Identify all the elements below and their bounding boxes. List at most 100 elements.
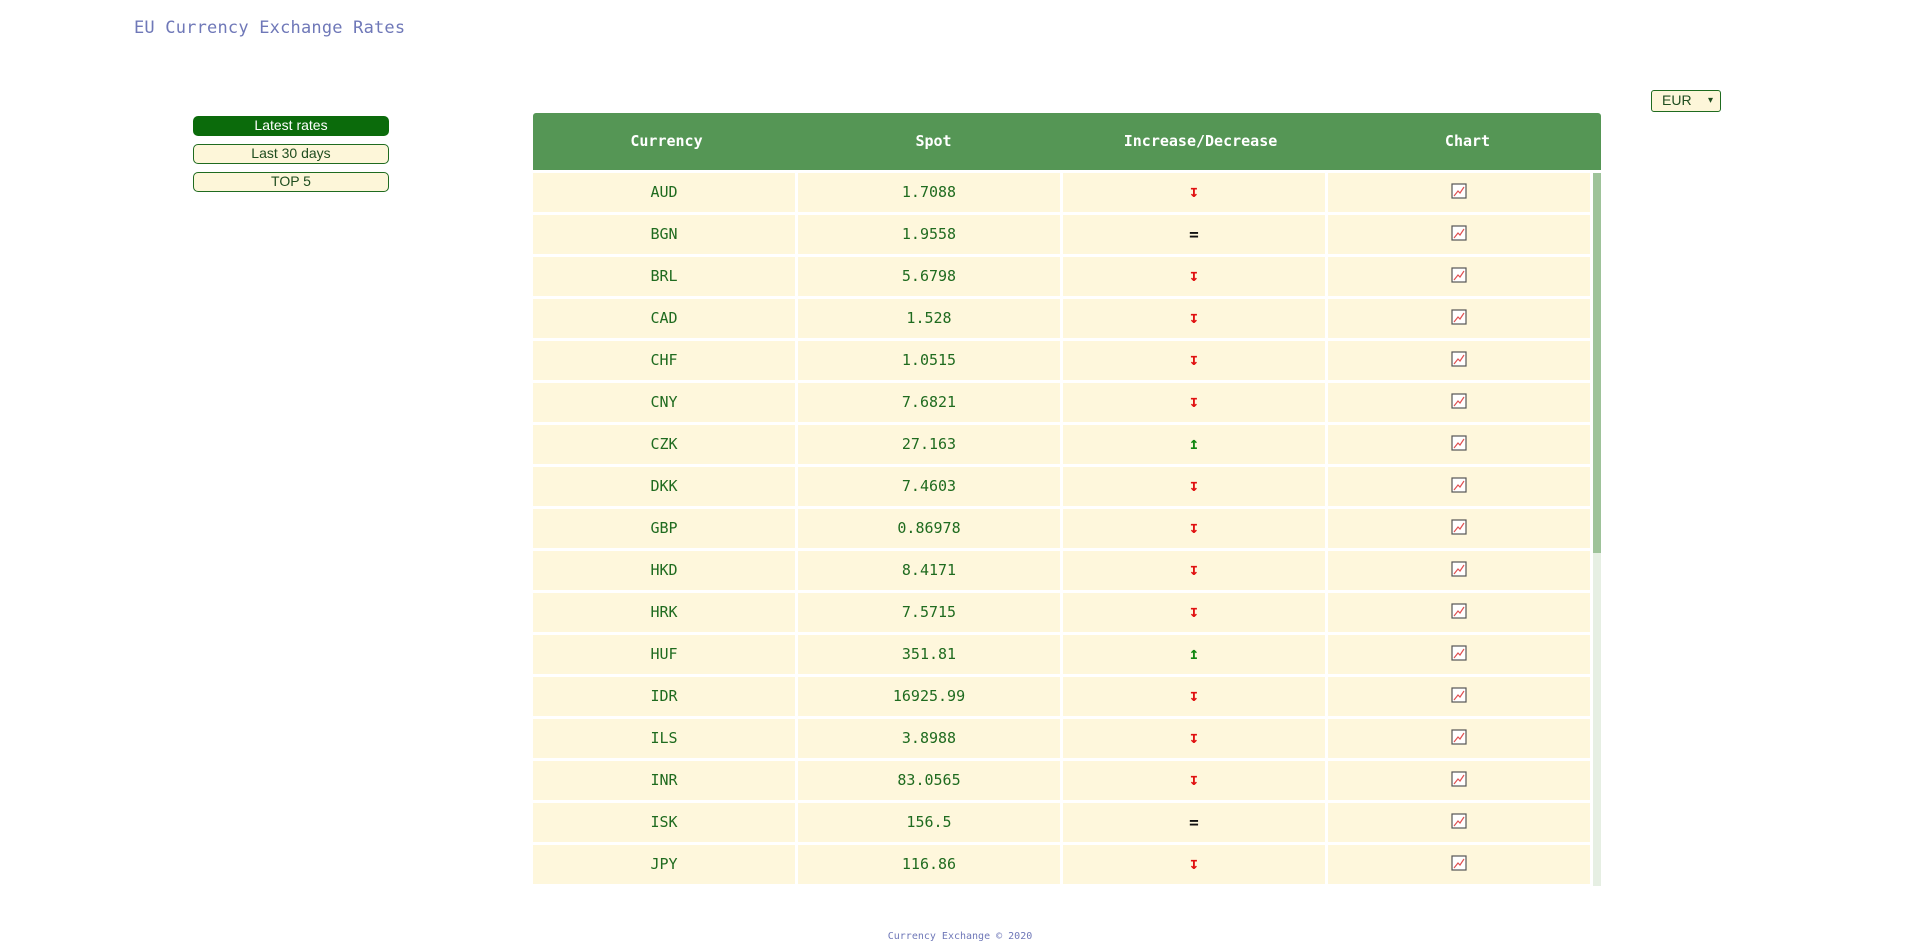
- nav-latest-rates-button[interactable]: Latest rates: [193, 116, 389, 136]
- arrow-down-icon: ↧: [1188, 182, 1200, 202]
- scrollbar-thumb[interactable]: [1593, 173, 1601, 553]
- equal-icon: =: [1189, 225, 1199, 244]
- cell-chart: [1328, 677, 1590, 716]
- line-chart-icon[interactable]: [1451, 771, 1467, 787]
- table-row[interactable]: CAD 1.528 ↧: [533, 299, 1591, 341]
- arrow-down-icon: ↧: [1188, 518, 1200, 538]
- table-row[interactable]: HRK 7.5715 ↧: [533, 593, 1591, 635]
- line-chart-icon[interactable]: [1451, 351, 1467, 367]
- cell-trend: ↧: [1063, 677, 1325, 716]
- cell-chart: [1328, 845, 1590, 884]
- cell-spot: 1.9558: [798, 215, 1060, 254]
- cell-chart: [1328, 173, 1590, 212]
- table-row[interactable]: CHF 1.0515 ↧: [533, 341, 1591, 383]
- cell-trend: =: [1063, 803, 1325, 842]
- line-chart-icon[interactable]: [1451, 267, 1467, 283]
- line-chart-icon[interactable]: [1451, 687, 1467, 703]
- arrow-down-icon: ↧: [1188, 728, 1200, 748]
- nav-top-5-button[interactable]: TOP 5: [193, 172, 389, 192]
- line-chart-icon[interactable]: [1451, 645, 1467, 661]
- cell-spot: 8.4171: [798, 551, 1060, 590]
- cell-spot: 7.6821: [798, 383, 1060, 422]
- line-chart-icon[interactable]: [1451, 309, 1467, 325]
- scrollbar[interactable]: [1593, 173, 1601, 886]
- table-row[interactable]: ILS 3.8988 ↧: [533, 719, 1591, 761]
- line-chart-icon[interactable]: [1451, 519, 1467, 535]
- line-chart-icon[interactable]: [1451, 855, 1467, 871]
- line-chart-icon[interactable]: [1451, 225, 1467, 241]
- arrow-down-icon: ↧: [1188, 350, 1200, 370]
- table-row[interactable]: AUD 1.7088 ↧: [533, 173, 1591, 215]
- line-chart-icon[interactable]: [1451, 477, 1467, 493]
- cell-trend: ↧: [1063, 761, 1325, 800]
- cell-currency: CAD: [533, 299, 795, 338]
- cell-currency: HUF: [533, 635, 795, 674]
- table-row[interactable]: DKK 7.4603 ↧: [533, 467, 1591, 509]
- header-currency[interactable]: Currency: [630, 132, 703, 150]
- cell-currency: ILS: [533, 719, 795, 758]
- line-chart-icon[interactable]: [1451, 603, 1467, 619]
- cell-trend: ↥: [1063, 635, 1325, 674]
- header-chart[interactable]: Chart: [1444, 132, 1491, 150]
- table-row[interactable]: CNY 7.6821 ↧: [533, 383, 1591, 425]
- cell-chart: [1328, 341, 1590, 380]
- cell-spot: 1.0515: [798, 341, 1060, 380]
- app-title: EU Currency Exchange Rates: [134, 18, 406, 38]
- rates-table: Currency Spot Increase/Decrease Chart AU…: [533, 113, 1601, 886]
- cell-chart: [1328, 803, 1590, 842]
- table-row[interactable]: HKD 8.4171 ↧: [533, 551, 1591, 593]
- cell-currency: CHF: [533, 341, 795, 380]
- line-chart-icon[interactable]: [1451, 729, 1467, 745]
- arrow-down-icon: ↧: [1188, 266, 1200, 286]
- base-currency-select[interactable]: EUR ▾: [1651, 90, 1721, 112]
- cell-chart: [1328, 635, 1590, 674]
- cell-currency: CZK: [533, 425, 795, 464]
- cell-trend: ↧: [1063, 173, 1325, 212]
- cell-currency: JPY: [533, 845, 795, 884]
- header-spot[interactable]: Spot: [915, 132, 952, 150]
- arrow-down-icon: ↧: [1188, 476, 1200, 496]
- table-row[interactable]: IDR 16925.99 ↧: [533, 677, 1591, 719]
- cell-trend: =: [1063, 215, 1325, 254]
- table-row[interactable]: BRL 5.6798 ↧: [533, 257, 1591, 299]
- line-chart-icon[interactable]: [1451, 813, 1467, 829]
- cell-chart: [1328, 425, 1590, 464]
- chevron-down-icon: ▾: [1707, 95, 1713, 106]
- arrow-down-icon: ↧: [1188, 560, 1200, 580]
- cell-trend: ↧: [1063, 341, 1325, 380]
- line-chart-icon[interactable]: [1451, 435, 1467, 451]
- table-row[interactable]: BGN 1.9558 =: [533, 215, 1591, 257]
- cell-currency: IDR: [533, 677, 795, 716]
- cell-trend: ↧: [1063, 299, 1325, 338]
- cell-trend: ↧: [1063, 551, 1325, 590]
- cell-chart: [1328, 509, 1590, 548]
- cell-chart: [1328, 383, 1590, 422]
- cell-currency: ISK: [533, 803, 795, 842]
- table-row[interactable]: JPY 116.86 ↧: [533, 845, 1591, 886]
- cell-chart: [1328, 761, 1590, 800]
- cell-spot: 16925.99: [798, 677, 1060, 716]
- cell-trend: ↧: [1063, 509, 1325, 548]
- cell-currency: GBP: [533, 509, 795, 548]
- cell-currency: INR: [533, 761, 795, 800]
- cell-chart: [1328, 215, 1590, 254]
- table-body[interactable]: AUD 1.7088 ↧ BGN 1.9558 = BRL 5.6798 ↧ CAD 1.528 ↧ C…: [533, 170, 1601, 886]
- cell-trend: ↧: [1063, 383, 1325, 422]
- cell-spot: 0.86978: [798, 509, 1060, 548]
- header-increase-decrease[interactable]: Increase/Decrease: [1123, 132, 1278, 150]
- table-row[interactable]: HUF 351.81 ↥: [533, 635, 1591, 677]
- nav-last-30-days-button[interactable]: Last 30 days: [193, 144, 389, 164]
- cell-spot: 83.0565: [798, 761, 1060, 800]
- line-chart-icon[interactable]: [1451, 561, 1467, 577]
- line-chart-icon[interactable]: [1451, 183, 1467, 199]
- table-row[interactable]: ISK 156.5 =: [533, 803, 1591, 845]
- table-row[interactable]: GBP 0.86978 ↧: [533, 509, 1591, 551]
- table-row[interactable]: INR 83.0565 ↧: [533, 761, 1591, 803]
- sidebar-nav: Latest rates Last 30 days TOP 5: [193, 116, 389, 200]
- line-chart-icon[interactable]: [1451, 393, 1467, 409]
- footer-copyright: Currency Exchange © 2020: [887, 931, 1033, 942]
- cell-spot: 27.163: [798, 425, 1060, 464]
- table-row[interactable]: CZK 27.163 ↥: [533, 425, 1591, 467]
- arrow-up-icon: ↥: [1188, 644, 1200, 664]
- cell-currency: DKK: [533, 467, 795, 506]
